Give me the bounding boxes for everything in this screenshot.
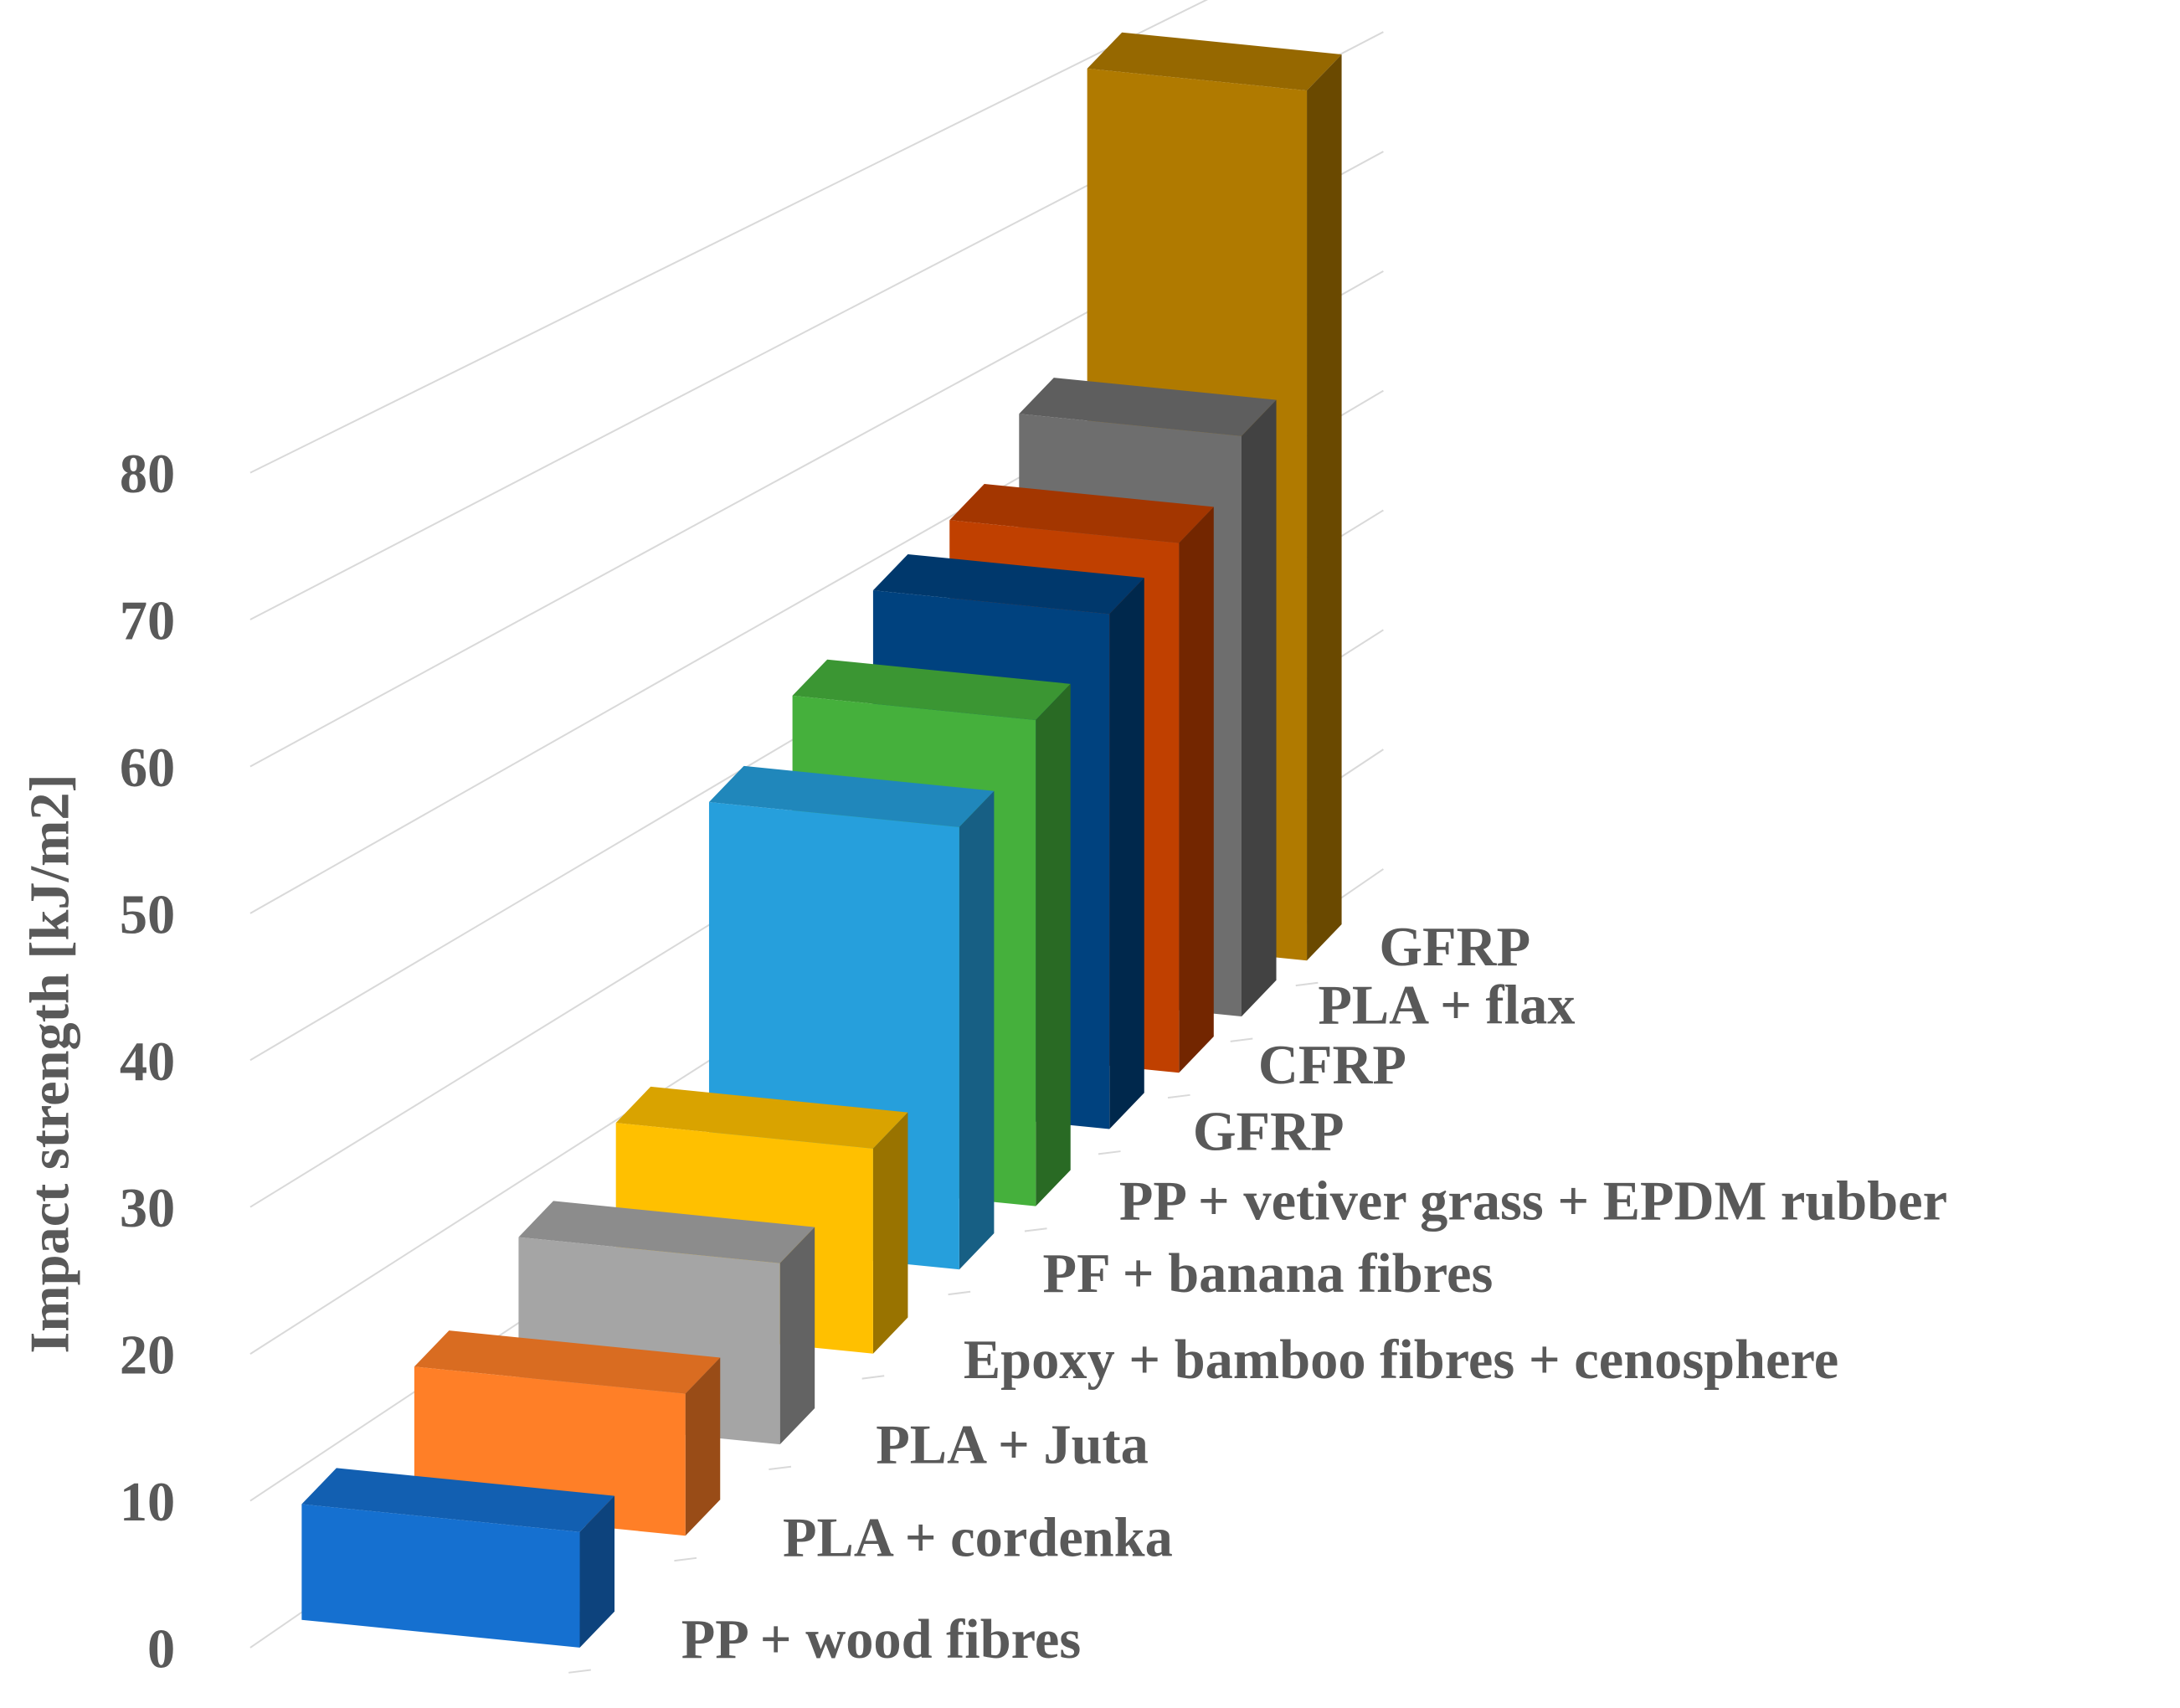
- x-tick: [769, 1465, 792, 1471]
- y-tick-label: 70: [120, 591, 175, 652]
- y-tick-label: 30: [120, 1178, 175, 1239]
- x-tick-label: PLA + flax: [1318, 975, 1575, 1037]
- x-tick-label: PP + vetiver grass + EPDM rubber: [1119, 1171, 1947, 1232]
- y-tick-label: 80: [120, 444, 175, 505]
- x-tick: [1230, 1037, 1253, 1042]
- bar-top: [1087, 32, 1342, 91]
- bar: [301, 1504, 580, 1648]
- x-tick-label: PF + banana fibres: [1043, 1243, 1494, 1304]
- bar-top: [872, 553, 1144, 615]
- bar-top: [518, 1201, 815, 1263]
- y-axis-title: Impact strength [kJ/m2]: [20, 774, 81, 1353]
- bar-top: [301, 1468, 615, 1532]
- x-tick: [1024, 1227, 1047, 1232]
- y-tick-label: 0: [147, 1618, 175, 1680]
- y-tick-label: 10: [120, 1472, 175, 1533]
- x-tick-label: GFRP: [1193, 1102, 1345, 1163]
- bar-top: [949, 484, 1214, 543]
- bar-side: [779, 1227, 815, 1445]
- x-tick-label: CFRP: [1258, 1035, 1406, 1096]
- x-tick: [861, 1375, 885, 1380]
- y-tick-label: 20: [120, 1325, 175, 1386]
- bar-side: [1242, 399, 1277, 1016]
- y-tick-label: 60: [120, 738, 175, 799]
- x-tick-label: GFRP: [1379, 917, 1530, 978]
- bar-side: [579, 1495, 615, 1648]
- x-tick: [1098, 1150, 1121, 1155]
- bar-side: [872, 1112, 908, 1354]
- x-tick: [1295, 981, 1319, 987]
- x-tick-label: Epoxy + bamboo fibres + cenosphere: [964, 1330, 1838, 1391]
- x-tick: [568, 1669, 591, 1674]
- bar-side: [1109, 578, 1144, 1129]
- bar-side: [1307, 54, 1342, 961]
- grid-line: [249, 0, 1209, 474]
- x-tick: [948, 1290, 971, 1296]
- x-tick-label: PLA + Juta: [876, 1414, 1149, 1475]
- bar-side: [685, 1357, 721, 1536]
- x-tick: [1167, 1093, 1190, 1099]
- bar-top: [708, 765, 995, 827]
- bars: [301, 32, 1342, 1648]
- y-tick-label: 50: [120, 884, 175, 945]
- bar-top: [1019, 378, 1277, 436]
- x-tick-label: PLA + cordenka: [783, 1508, 1173, 1569]
- y-tick-label: 40: [120, 1031, 175, 1093]
- x-tick: [674, 1556, 697, 1562]
- x-tick-label: PP + wood fibres: [681, 1609, 1081, 1670]
- bar-side: [1179, 507, 1214, 1073]
- bar-top: [792, 659, 1071, 720]
- bar-side: [959, 790, 995, 1270]
- bar-top: [414, 1330, 721, 1394]
- bar-top: [615, 1086, 908, 1149]
- bar-group: [301, 1468, 615, 1648]
- bar-side: [1036, 683, 1071, 1206]
